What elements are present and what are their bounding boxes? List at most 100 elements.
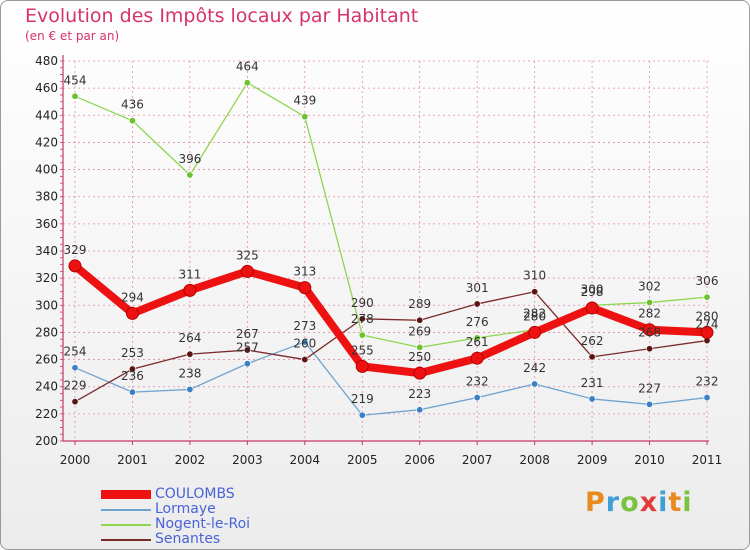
data-label-coulombs: 311 [178,267,201,281]
data-point-lormaye [358,411,366,419]
data-label-senantes: 264 [178,331,201,345]
data-point-nogent [301,113,309,121]
series-line-nogent [74,82,708,349]
data-point-lormaye [416,406,424,414]
data-label-nogent: 269 [408,324,431,338]
y-tick-label: 340 [35,244,58,258]
data-point-senantes [301,356,309,364]
data-label-nogent: 306 [696,274,719,288]
data-label-senantes: 229 [64,379,87,393]
data-point-nogent [646,299,654,307]
data-point-lormaye [301,338,309,346]
data-point-senantes [71,398,79,406]
y-tick-label: 200 [35,434,58,448]
logo-letter: i [658,487,669,518]
legend-item-senantes: Senantes [101,532,250,547]
chart-subtitle: (en € et par an) [25,29,120,43]
data-point-lormaye [531,380,539,388]
data-point-senantes [128,365,136,373]
logo-letter: o [620,487,640,518]
grid [63,60,709,442]
data-label-coulombs: 250 [408,350,431,364]
data-label-senantes: 267 [236,327,259,341]
y-tick-label: 400 [35,163,58,177]
legend-item-coulombs: COULOMBS [101,487,250,502]
x-tick-label: 2002 [175,453,206,467]
data-label-senantes: 274 [696,318,719,332]
data-label-senantes: 310 [523,269,546,283]
x-tick-label: 2007 [462,453,493,467]
data-point-lormaye [588,395,596,403]
legend-label-coulombs: COULOMBS [155,486,235,502]
data-point-senantes [358,315,366,323]
axes: 200 220 240 260 280 300 320 340 360 380 400 420 440 4… [35,54,722,467]
data-point-lormaye [128,388,136,396]
y-tick-label: 460 [35,81,58,95]
series-line-senantes [74,291,708,403]
data-label-lormaye: 273 [293,319,316,333]
logo-letter: P [585,487,606,518]
data-point-coulombs [355,359,369,373]
data-label-coulombs: 282 [638,307,661,321]
x-tick-label: 2000 [60,453,91,467]
data-label-lormaye: 227 [638,381,661,395]
x-tick-label: 2005 [347,453,378,467]
data-point-nogent [186,171,194,179]
data-label-nogent: 276 [466,315,489,329]
data-label-nogent: 300 [581,282,604,296]
logo-letter: r [605,487,621,518]
x-tick-label: 2009 [577,453,608,467]
data-label-nogent: 439 [293,94,316,108]
legend-swatch-lormaye [101,508,151,511]
data-point-senantes [186,350,194,358]
x-tick-label: 2008 [519,453,550,467]
legend-label-nogent: Nogent-le-Roi [155,516,251,532]
data-label-coulombs: 313 [293,265,316,279]
data-label-nogent: 396 [178,152,201,166]
legend-label-senantes: Senantes [155,531,221,547]
data-label-coulombs: 294 [121,290,144,304]
data-point-nogent [416,343,424,351]
x-tick-label: 2011 [692,453,723,467]
data-label-lormaye: 232 [466,375,489,389]
data-point-senantes [646,345,654,353]
data-point-coulombs [470,351,484,365]
y-tick-label: 320 [35,271,58,285]
data-point-nogent [358,331,366,339]
y-tick-label: 440 [35,108,58,122]
logo-letter: i [682,487,693,518]
data-label-lormaye: 257 [236,341,259,355]
logo-letter: x [639,487,659,518]
data-point-lormaye [71,364,79,372]
data-label-lormaye: 254 [64,345,87,359]
data-point-senantes [531,288,539,296]
data-label-lormaye: 219 [351,392,374,406]
data-point-nogent [703,293,711,301]
data-point-coulombs [528,325,542,339]
data-label-senantes: 262 [581,334,604,348]
x-tick-label: 2003 [232,453,263,467]
legend-swatch-senantes [101,538,151,541]
data-label-senantes: 289 [408,297,431,311]
legend-swatch-nogent [101,523,151,526]
chart-title: Evolution des Impôts locaux par Habitant [25,5,419,27]
data-point-nogent [473,334,481,342]
y-tick-label: 380 [35,190,58,204]
data-label-nogent: 454 [64,73,87,87]
data-label-lormaye: 242 [523,361,546,375]
logo-letter: t [668,487,683,518]
legend-item-lormaye: Lormaye [101,502,250,517]
data-label-coulombs: 280 [523,309,546,323]
y-tick-label: 220 [35,407,58,421]
data-point-coulombs [700,325,714,339]
data-point-coulombs [240,264,254,278]
data-label-lormaye: 223 [408,387,431,401]
y-tick-label: 240 [35,380,58,394]
y-tick-label: 260 [35,353,58,367]
data-label-lormaye: 231 [581,376,604,390]
y-tick-label: 280 [35,325,58,339]
data-point-lormaye [703,394,711,402]
data-label-coulombs: 280 [696,309,719,323]
